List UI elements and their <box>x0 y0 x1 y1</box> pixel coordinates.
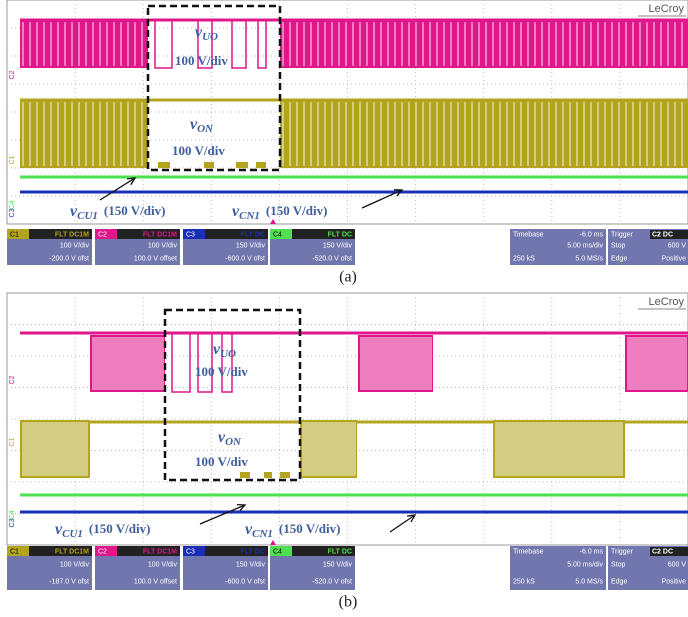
channel-coupling: FLT DC1M <box>143 548 177 555</box>
trigger-type: Edge <box>611 255 627 262</box>
timebase-samples: 250 kS <box>513 255 535 262</box>
annotation-scale: (150 V/div) <box>279 521 341 536</box>
channel-offset: -520.0 V ofst <box>312 255 352 262</box>
caption: (a) <box>339 269 357 286</box>
trace-c1-pulse <box>158 162 170 168</box>
trace-tag: C1 <box>9 155 16 164</box>
trace-c1-pulse <box>264 472 272 478</box>
channel-offset: -200.0 V ofst <box>49 255 89 262</box>
trace-c1 <box>493 420 625 478</box>
annotation-scale: (150 V/div) <box>104 203 166 218</box>
subscript: CU1 <box>62 528 83 540</box>
annotation-scale: 100 V/div <box>195 364 248 379</box>
subscript: CN1 <box>239 210 260 222</box>
subscript: ON <box>197 123 214 135</box>
trigger-source: C2 DC <box>652 548 673 555</box>
subscript: ON <box>225 436 242 448</box>
channel-offset: 100.0 V offset <box>134 255 177 262</box>
trigger-slope: Positive <box>661 255 686 262</box>
subscript: CU1 <box>77 210 98 222</box>
channel-offset: 100.0 V offset <box>134 578 177 585</box>
subscript: UO <box>220 348 236 360</box>
timebase-sample-rate: 5.0 MS/s <box>575 255 603 262</box>
channel-name: C4 <box>273 231 282 238</box>
channel-coupling: FLT DC <box>328 548 352 555</box>
channel-coupling: FLT DC1M <box>55 548 89 555</box>
annotation-scale: (150 V/div) <box>89 521 151 536</box>
trace-c1-gaps <box>23 422 87 476</box>
timebase-label: Timebase <box>513 548 544 555</box>
trace-c1-gaps <box>303 422 355 476</box>
annotation-scale: (150 V/div) <box>266 203 328 218</box>
trigger-level: 600 V <box>668 242 687 249</box>
trace-tag: C2 <box>9 375 16 384</box>
trigger-mode: Stop <box>611 561 626 568</box>
annotation-scale: 100 V/div <box>172 143 225 158</box>
subscript: CN1 <box>252 528 273 540</box>
annotation-scale: 100 V/div <box>195 454 248 469</box>
channel-scale: 150 V/div <box>236 242 266 249</box>
trace-c2 <box>280 20 688 68</box>
trigger-source: C2 DC <box>652 231 673 238</box>
channel-scale: 100 V/div <box>148 242 178 249</box>
trace-c2 <box>20 20 148 68</box>
trace-tag: C1 <box>9 437 16 446</box>
timebase-rate: 5.00 ms/div <box>567 561 603 568</box>
trace-c1-pulse <box>280 472 290 478</box>
brand: LeCroy <box>649 3 685 15</box>
trace-c1 <box>280 100 688 168</box>
channel-scale: 100 V/div <box>148 561 178 568</box>
trigger-slope: Positive <box>661 578 686 585</box>
channel-name: C4 <box>273 548 282 555</box>
trigger-label: Trigger <box>611 231 634 238</box>
timebase-rate: 5.00 ms/div <box>567 242 603 249</box>
trace-c1-pulse <box>236 162 248 168</box>
trace-tag: C3 <box>9 208 16 217</box>
channel-offset: -600.0 V ofst <box>225 255 265 262</box>
channel-name: C3 <box>186 231 195 238</box>
channel-name: C2 <box>98 548 107 555</box>
subscript: UO <box>202 31 218 43</box>
trace-tag: C2 <box>9 70 16 79</box>
timebase-delay: -6.0 ms <box>580 548 604 555</box>
timebase-label: Timebase <box>513 231 544 238</box>
timebase-samples: 250 kS <box>513 578 535 585</box>
channel-offset: -187.0 V ofst <box>49 578 89 585</box>
channel-scale: 100 V/div <box>60 242 90 249</box>
timebase-sample-rate: 5.0 MS/s <box>575 578 603 585</box>
channel-offset: -600.0 V ofst <box>225 578 265 585</box>
channel-name: C3 <box>186 548 195 555</box>
trigger-mode: Stop <box>611 242 626 249</box>
channel-coupling: FLT DC <box>241 231 265 238</box>
channel-coupling: FLT DC <box>328 231 352 238</box>
caption: (b) <box>339 594 358 611</box>
channel-name: C1 <box>10 231 19 238</box>
trace-tag: C4 <box>9 200 16 209</box>
trigger-type: Edge <box>611 578 627 585</box>
trigger-label: Trigger <box>611 548 634 555</box>
channel-offset: -520.0 V ofst <box>312 578 352 585</box>
channel-scale: 150 V/div <box>323 561 353 568</box>
trace-tag: C4 <box>9 510 16 519</box>
channel-coupling: FLT DC1M <box>143 231 177 238</box>
channel-scale: 150 V/div <box>236 561 266 568</box>
channel-scale: 150 V/div <box>323 242 353 249</box>
channel-coupling: FLT DC <box>241 548 265 555</box>
trace-c1 <box>20 100 148 168</box>
trace-tag: C3 <box>9 518 16 527</box>
channel-name: C2 <box>98 231 107 238</box>
channel-scale: 100 V/div <box>60 561 90 568</box>
timebase-delay: -6.0 ms <box>580 231 604 238</box>
channel-coupling: FLT DC1M <box>55 231 89 238</box>
figure: C2C1C4C3LeCroyvUO100 V/divvON100 V/divvC… <box>0 0 688 617</box>
channel-name: C1 <box>10 548 19 555</box>
trigger-level: 600 V <box>668 561 687 568</box>
trace-c1-pulse <box>240 472 250 478</box>
trace-c1-pulse <box>256 162 266 168</box>
trace-c1-pulse <box>204 162 214 168</box>
brand: LeCroy <box>649 296 685 308</box>
annotation-scale: 100 V/div <box>175 53 228 68</box>
